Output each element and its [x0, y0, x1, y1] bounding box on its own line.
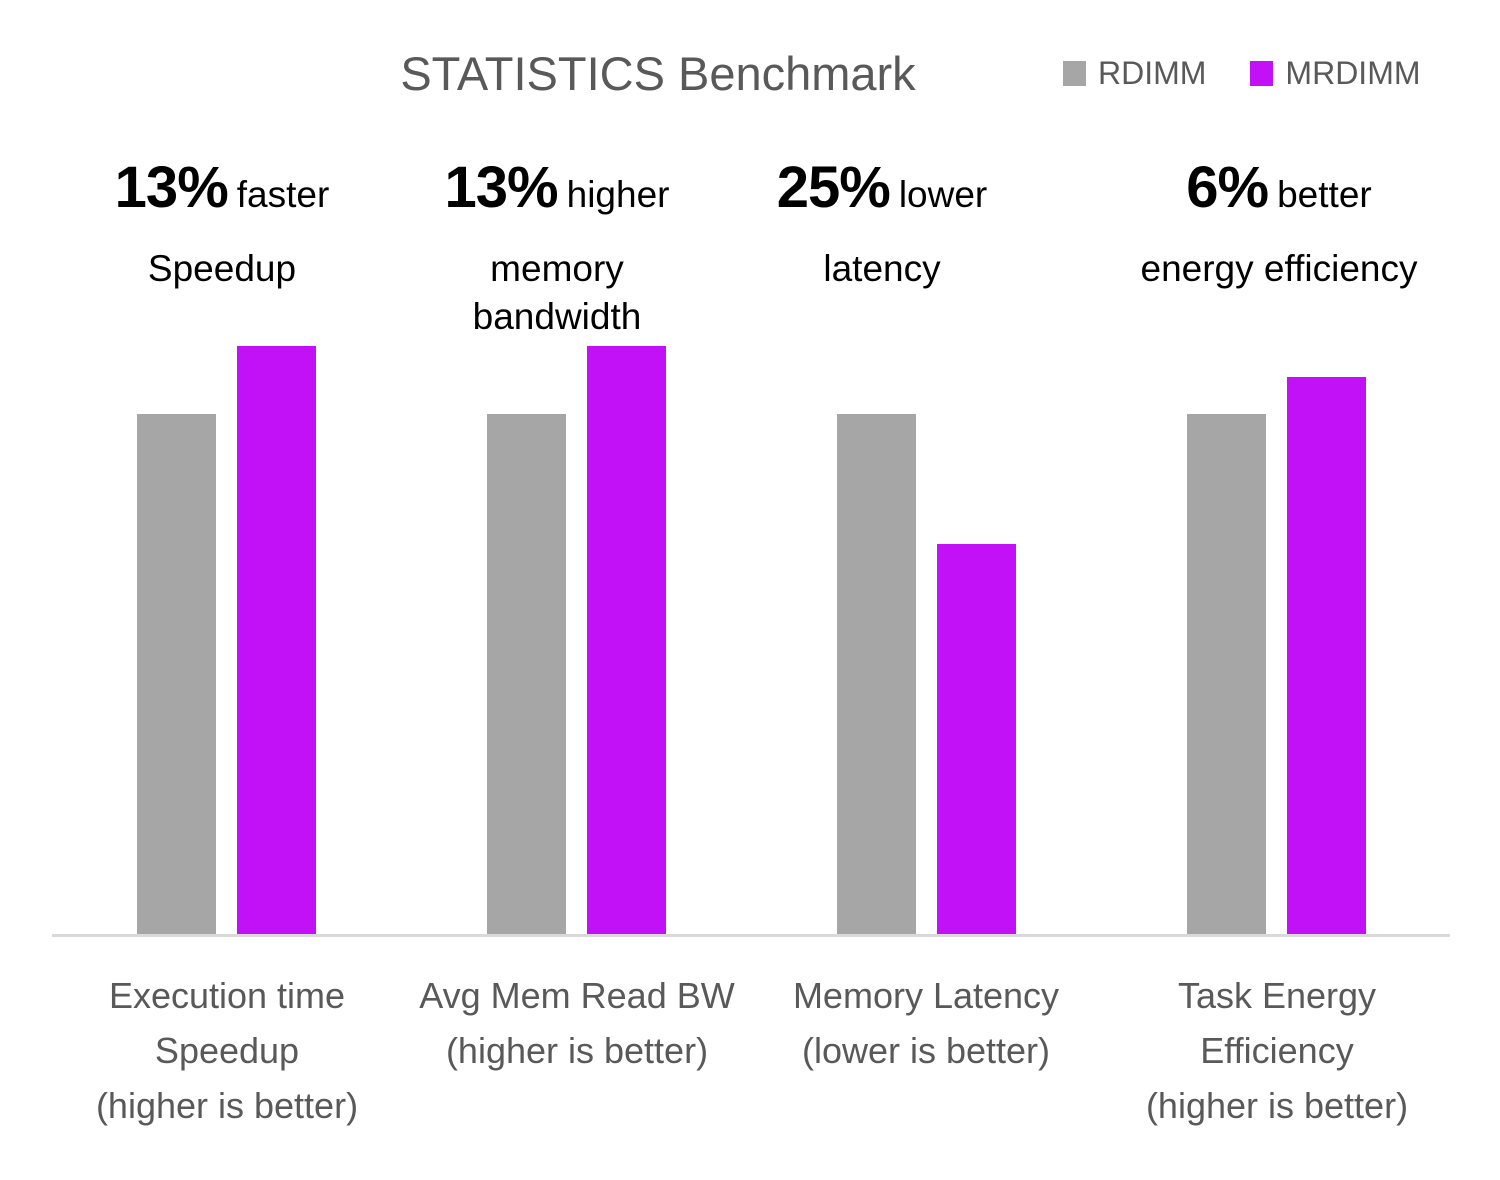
annotation-line: bandwidth	[472, 296, 642, 337]
x-axis-line	[52, 934, 1450, 937]
x-label-line: (higher is better)	[1145, 1085, 1409, 1126]
annotation-pct: 13%	[444, 155, 559, 220]
x-label-line: Task Energy	[1177, 975, 1377, 1016]
bar-mrdimm-g3	[937, 544, 1016, 936]
x-label-memory-latency: Memory Latency (lower is better)	[793, 968, 1059, 1078]
x-label-line: (lower is better)	[801, 1030, 1051, 1071]
annotation-line: energy efficiency	[1140, 248, 1418, 289]
x-label-line: Avg Mem Read BW	[419, 975, 735, 1016]
annotation-speedup: 13% faster Speedup	[115, 158, 330, 293]
bar-rdimm-g2	[487, 414, 566, 936]
chart-title: STATISTICS Benchmark	[400, 47, 916, 100]
annotation-suffix: higher	[566, 174, 670, 215]
x-label-line: Speedup	[154, 1030, 300, 1071]
annotation-pct: 25%	[776, 155, 891, 220]
annotation-latency: 25% lower latency	[777, 158, 988, 293]
bar-mrdimm-g4	[1287, 377, 1366, 936]
annotation-line: memory	[490, 248, 624, 289]
x-label-line: Memory Latency	[792, 975, 1060, 1016]
legend-item-mrdimm: MRDIMM	[1250, 55, 1421, 92]
bar-rdimm-g4	[1187, 414, 1266, 936]
legend-label-mrdimm: MRDIMM	[1285, 55, 1421, 91]
x-label-line: (higher is better)	[95, 1085, 359, 1126]
mrdimm-swatch-icon	[1250, 61, 1274, 86]
annotation-pct: 13%	[114, 155, 229, 220]
x-label-task-energy: Task Energy Efficiency (higher is better…	[1146, 968, 1408, 1133]
x-label-line: Efficiency	[1200, 1030, 1354, 1071]
bar-rdimm-g1	[137, 414, 216, 936]
x-label-line: (higher is better)	[445, 1030, 709, 1071]
annotation-energy: 6% better energy efficiency	[1141, 158, 1418, 293]
annotation-line: Speedup	[147, 248, 297, 289]
bar-mrdimm-g2	[587, 346, 666, 936]
x-label-execution-time: Execution time Speedup (higher is better…	[96, 968, 358, 1133]
x-label-mem-read-bw: Avg Mem Read BW (higher is better)	[419, 968, 734, 1078]
bar-mrdimm-g1	[237, 346, 316, 936]
bar-rdimm-g3	[837, 414, 916, 936]
x-label-line: Execution time	[108, 975, 346, 1016]
legend-label-rdimm: RDIMM	[1098, 55, 1207, 91]
annotation-suffix: faster	[236, 174, 330, 215]
legend: RDIMM MRDIMM	[1063, 55, 1421, 92]
rdimm-swatch-icon	[1063, 61, 1086, 86]
annotation-bandwidth: 13% higher memory bandwidth	[445, 158, 670, 341]
annotation-suffix: lower	[898, 174, 988, 215]
legend-item-rdimm: RDIMM	[1063, 55, 1206, 92]
annotation-suffix: better	[1277, 174, 1372, 215]
annotation-pct: 6%	[1186, 155, 1269, 220]
annotation-line: latency	[823, 248, 941, 289]
